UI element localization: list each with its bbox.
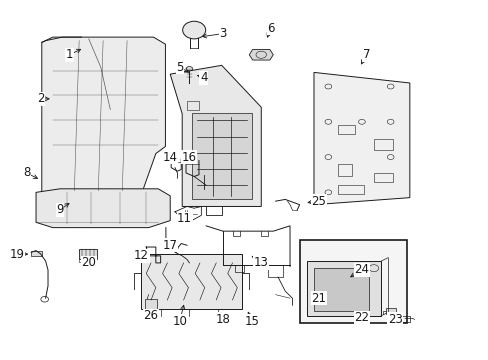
Bar <box>191 113 251 199</box>
Bar <box>337 164 351 176</box>
Polygon shape <box>41 37 165 194</box>
Text: 3: 3 <box>219 27 226 40</box>
Text: 5: 5 <box>176 60 183 73</box>
Text: 19: 19 <box>9 248 24 261</box>
Text: 1: 1 <box>66 48 73 61</box>
Bar <box>385 308 396 314</box>
Polygon shape <box>36 189 170 228</box>
Text: 20: 20 <box>81 256 96 269</box>
Text: 12: 12 <box>134 249 149 262</box>
Text: 24: 24 <box>354 264 368 276</box>
Text: 22: 22 <box>354 311 368 324</box>
Bar <box>306 261 380 316</box>
Bar <box>141 254 242 309</box>
Text: 23: 23 <box>387 313 402 326</box>
Text: 21: 21 <box>311 292 325 305</box>
Text: 17: 17 <box>163 239 177 252</box>
Bar <box>337 185 364 194</box>
Bar <box>373 139 392 150</box>
Polygon shape <box>313 72 409 205</box>
Text: 14: 14 <box>163 150 177 163</box>
Text: 2: 2 <box>37 93 44 105</box>
Text: 15: 15 <box>244 315 259 328</box>
Polygon shape <box>170 65 261 207</box>
Text: 18: 18 <box>215 313 230 326</box>
Text: 10: 10 <box>172 315 187 328</box>
Text: 11: 11 <box>177 212 192 225</box>
Text: 25: 25 <box>311 195 325 208</box>
Bar <box>186 101 199 110</box>
Bar <box>313 268 368 311</box>
Polygon shape <box>249 49 273 60</box>
Text: 9: 9 <box>56 203 63 216</box>
Bar <box>31 251 41 256</box>
Text: 26: 26 <box>143 309 158 322</box>
Bar <box>299 240 407 323</box>
Text: 7: 7 <box>362 48 370 61</box>
Bar <box>79 249 97 259</box>
Text: 8: 8 <box>23 166 30 179</box>
Text: 6: 6 <box>266 22 274 35</box>
Ellipse shape <box>185 67 192 71</box>
Bar <box>337 125 354 134</box>
Text: 4: 4 <box>200 71 207 84</box>
Bar <box>373 173 392 182</box>
Ellipse shape <box>183 21 205 39</box>
Bar <box>144 299 157 309</box>
Text: 13: 13 <box>253 256 268 269</box>
Text: 16: 16 <box>182 150 197 163</box>
